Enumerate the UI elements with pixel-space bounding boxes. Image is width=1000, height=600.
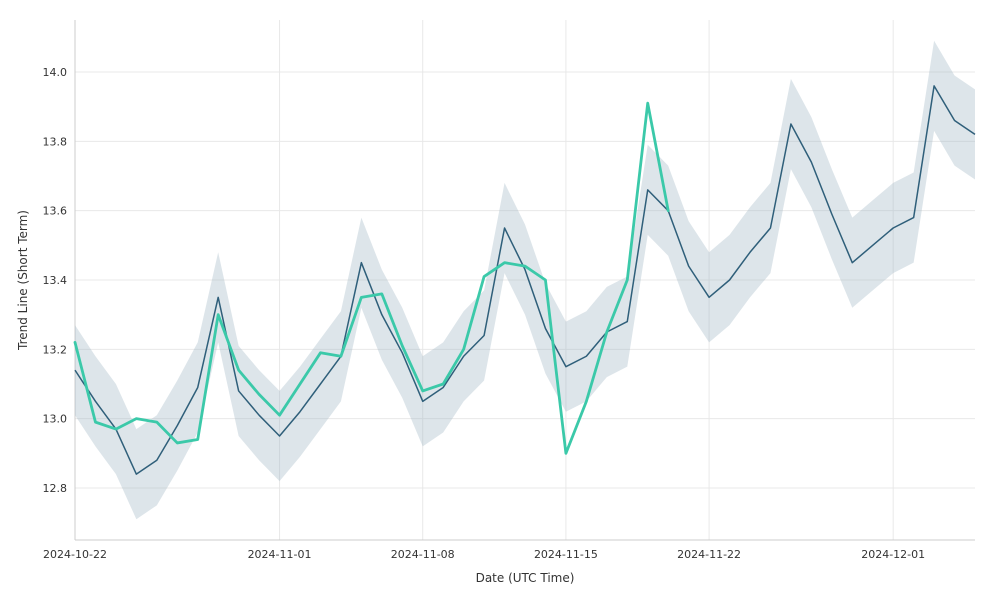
xtick-label: 2024-11-08 xyxy=(391,548,455,561)
xtick-label: 2024-12-01 xyxy=(861,548,925,561)
ylabel: Trend Line (Short Term) xyxy=(16,210,30,351)
xtick-label: 2024-11-15 xyxy=(534,548,598,561)
ytick-label: 13.0 xyxy=(43,413,68,426)
xtick-label: 2024-10-22 xyxy=(43,548,107,561)
ytick-label: 13.4 xyxy=(43,274,68,287)
ytick-label: 13.8 xyxy=(43,135,68,148)
ytick-label: 14.0 xyxy=(43,66,68,79)
ytick-label: 13.6 xyxy=(43,205,68,218)
ytick-label: 13.2 xyxy=(43,343,68,356)
trend-chart: 12.8 13.0 13.2 13.4 13.6 13.8 14.0 2024-10-22 20… xyxy=(0,0,1000,600)
ytick-label: 12.8 xyxy=(43,482,68,495)
xtick-label: 2024-11-22 xyxy=(677,548,741,561)
xtick-label: 2024-11-01 xyxy=(248,548,312,561)
chart-svg: 12.8 13.0 13.2 13.4 13.6 13.8 14.0 2024-10-22 20… xyxy=(0,0,1000,600)
xlabel: Date (UTC Time) xyxy=(476,571,575,585)
